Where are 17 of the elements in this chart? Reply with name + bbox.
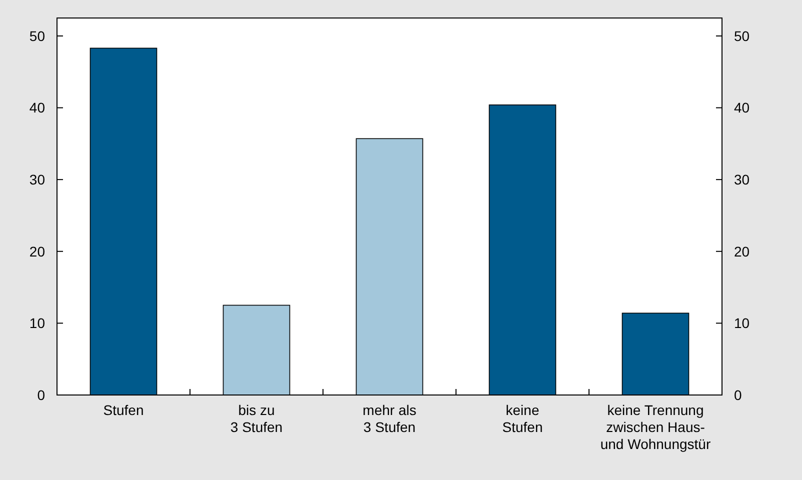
y-tick-label: 40 xyxy=(29,100,46,116)
y2-tick-label: 50 xyxy=(734,28,750,44)
x-tick-label: mehr als 3 Stufen xyxy=(362,402,416,435)
x-tick-label: keine Trennung zwischen Haus- und Wohnungstür xyxy=(600,402,711,452)
y-tick-label: 30 xyxy=(29,171,46,188)
y2-tick-label: 20 xyxy=(734,243,750,260)
y2-tick-label: 10 xyxy=(734,315,750,332)
y2-tick-label: 0 xyxy=(734,386,742,403)
x-tick-label: bis zu 3 Stufen xyxy=(230,402,283,435)
y2-tick-label: 40 xyxy=(734,100,750,116)
y-tick-label: 50 xyxy=(29,28,46,44)
y-tick-label: 10 xyxy=(29,315,46,332)
y-tick-label: 20 xyxy=(29,243,46,260)
x-tick-label: Stufen xyxy=(103,402,144,418)
y2-tick-label: 30 xyxy=(734,171,750,188)
y-tick-label: 0 xyxy=(37,386,46,403)
x-tick-label: keine Stufen xyxy=(502,402,543,435)
